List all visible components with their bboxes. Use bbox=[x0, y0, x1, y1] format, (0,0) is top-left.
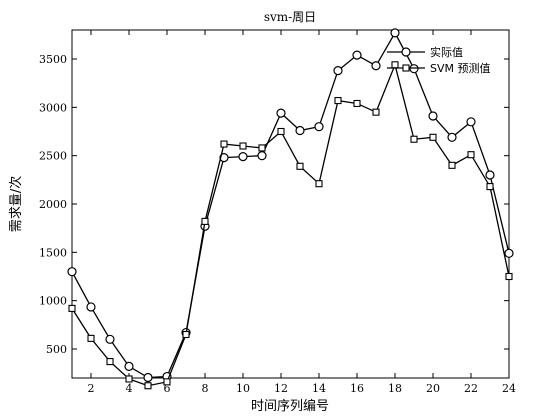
x-tick-label: 4 bbox=[126, 382, 133, 395]
data-point bbox=[371, 61, 381, 71]
data-point bbox=[296, 162, 304, 170]
data-point bbox=[352, 50, 362, 60]
data-point bbox=[67, 267, 77, 277]
data-point bbox=[485, 170, 495, 180]
chart-title: svm-周日 bbox=[264, 10, 316, 24]
legend-marker bbox=[401, 47, 411, 57]
x-tick-label: 14 bbox=[312, 382, 326, 395]
data-point bbox=[219, 153, 229, 163]
series-layer bbox=[67, 28, 514, 390]
y-tick-label: 3000 bbox=[39, 101, 67, 114]
series-line bbox=[71, 62, 510, 387]
y-tick-label: 500 bbox=[46, 343, 67, 356]
x-tick-label: 24 bbox=[502, 382, 516, 395]
data-point bbox=[276, 108, 286, 118]
legend-label: 实际值 bbox=[430, 45, 463, 59]
legend: 实际值 SVM 预测值 bbox=[387, 45, 491, 75]
data-point bbox=[182, 330, 190, 339]
y-axis-title: 需求量/次 bbox=[8, 176, 24, 232]
x-tick-label: 20 bbox=[426, 382, 440, 395]
data-point bbox=[504, 248, 514, 258]
data-point bbox=[239, 142, 247, 150]
x-tick-label: 18 bbox=[388, 382, 402, 395]
data-point bbox=[467, 151, 475, 159]
data-point bbox=[106, 358, 114, 366]
x-tick-label: 8 bbox=[202, 382, 209, 395]
data-point bbox=[486, 183, 494, 191]
data-point bbox=[124, 361, 134, 371]
data-point bbox=[314, 122, 324, 132]
data-point bbox=[87, 334, 95, 342]
data-point bbox=[505, 272, 513, 281]
y-tick-label: 1500 bbox=[39, 246, 67, 259]
data-point bbox=[390, 28, 400, 38]
y-tick-label: 1000 bbox=[39, 295, 67, 308]
series-2 bbox=[68, 61, 513, 390]
x-tick-label: 6 bbox=[164, 382, 171, 395]
data-point bbox=[372, 108, 380, 116]
data-point bbox=[163, 378, 171, 386]
data-point bbox=[105, 334, 115, 344]
data-point bbox=[201, 217, 209, 225]
data-point bbox=[258, 144, 266, 152]
data-point bbox=[353, 99, 361, 108]
data-point bbox=[391, 61, 399, 69]
data-point bbox=[238, 152, 248, 162]
x-tick-label: 2 bbox=[88, 382, 95, 395]
data-point bbox=[144, 382, 152, 390]
y-tick-label: 2000 bbox=[39, 198, 67, 211]
y-tick-label: 2500 bbox=[39, 150, 67, 163]
data-point bbox=[277, 127, 285, 136]
data-point bbox=[143, 372, 153, 383]
data-point bbox=[220, 140, 228, 148]
plot-frame bbox=[71, 29, 510, 379]
data-point bbox=[86, 302, 96, 312]
series-1 bbox=[67, 28, 514, 383]
legend-marker bbox=[402, 64, 410, 72]
data-point bbox=[428, 111, 438, 121]
data-point bbox=[429, 133, 437, 141]
x-tick-label: 16 bbox=[350, 382, 364, 395]
y-tick-label: 3500 bbox=[39, 53, 67, 66]
data-point bbox=[409, 64, 419, 74]
data-point bbox=[466, 117, 476, 127]
data-point bbox=[257, 151, 267, 161]
data-point bbox=[68, 304, 76, 312]
x-tick-label: 22 bbox=[464, 382, 478, 395]
data-point bbox=[448, 161, 456, 169]
data-point bbox=[410, 135, 418, 143]
x-tick-label: 10 bbox=[236, 382, 250, 395]
x-tick-label: 12 bbox=[274, 382, 288, 395]
legend-label: SVM 预测值 bbox=[430, 62, 491, 75]
data-point bbox=[334, 97, 342, 105]
data-point bbox=[125, 375, 133, 383]
data-point bbox=[447, 132, 457, 142]
x-axis-title: 时间序列编号 bbox=[251, 399, 329, 414]
axis-ticks: 2 4 6 8 10 12 14 16 18 20 22 2450010001500200025003… bbox=[39, 30, 516, 395]
data-point bbox=[295, 125, 305, 136]
data-point bbox=[315, 180, 323, 188]
series-line bbox=[71, 31, 510, 379]
data-point bbox=[333, 65, 343, 76]
